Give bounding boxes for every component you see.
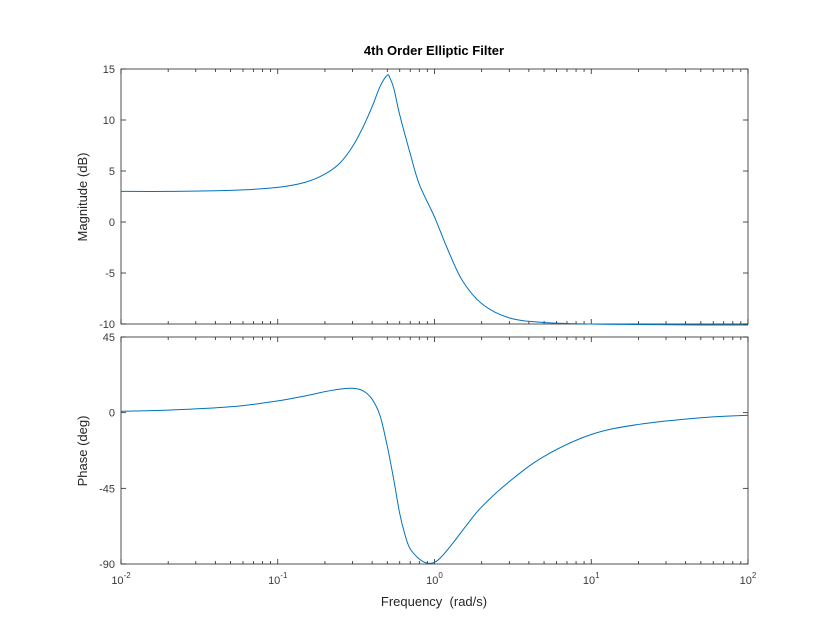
magnitude-data-point <box>399 114 400 115</box>
phase-data-point <box>387 446 388 447</box>
phase-data-point <box>638 424 639 425</box>
magnitude-data-point <box>434 216 435 217</box>
phase-y-tick-label: -90 <box>99 559 115 571</box>
chart-title: 4th Order Elliptic Filter <box>364 43 504 58</box>
magnitude-series-line <box>120 74 749 326</box>
magnitude-y-tick-label: 10 <box>103 115 115 127</box>
magnitude-data-point <box>305 182 306 183</box>
x-axis-label: Frequency (rad/s) <box>381 594 487 609</box>
phase-data-point <box>380 416 381 417</box>
phase-data-point <box>591 434 592 435</box>
magnitude-y-tick-label: 15 <box>103 64 115 76</box>
magnitude-data-point <box>419 184 420 185</box>
magnitude-data-point <box>380 86 381 87</box>
phase-data-point <box>509 481 510 482</box>
x-tick-label: 102 <box>740 571 757 587</box>
phase-data-point <box>410 548 411 549</box>
magnitude-y-tick-label: 0 <box>109 217 115 229</box>
phase-y-tick-label: -45 <box>99 483 115 495</box>
magnitude-data-point <box>387 75 388 76</box>
magnitude-data-point <box>544 322 545 323</box>
phase-data-point <box>544 456 545 457</box>
magnitude-panel: 15 10 5 0 -5 -10 <box>99 64 749 331</box>
x-tick-label-base: 10 <box>111 575 123 587</box>
phase-data-point <box>419 558 420 559</box>
phase-data-point <box>393 479 394 480</box>
magnitude-data-point <box>363 127 364 128</box>
phase-data-point <box>700 417 701 418</box>
x-tick-label-base: 10 <box>426 575 438 587</box>
phase-axes-box <box>120 336 749 565</box>
magnitude-data-point <box>340 162 341 163</box>
phase-data-point <box>434 562 435 563</box>
phase-data-point <box>230 406 231 407</box>
phase-series-line <box>120 387 749 564</box>
magnitude-data-point <box>462 280 463 281</box>
phase-data-point <box>427 563 428 564</box>
magnitude-axes-box <box>120 68 749 325</box>
magnitude-data-point <box>509 317 510 318</box>
phase-data-point <box>405 535 406 536</box>
phase-data-point <box>452 543 453 544</box>
x-tick-label-base: 10 <box>740 575 752 587</box>
magnitude-y-tick-label: -5 <box>105 268 115 280</box>
magnitude-data-point <box>389 78 390 79</box>
x-tick-label-exponent: 1 <box>595 571 600 580</box>
x-tick-label-exponent: -1 <box>280 571 288 580</box>
phase-data-point <box>363 390 364 391</box>
phase-data-point <box>305 395 306 396</box>
phase-data-point <box>277 400 278 401</box>
phase-data-point <box>399 513 400 514</box>
magnitude-data-point <box>748 325 749 326</box>
magnitude-data-point <box>352 146 353 147</box>
x-tick-label-exponent: -2 <box>124 571 132 580</box>
magnitude-y-tick-label: -10 <box>99 319 115 331</box>
phase-data-point <box>372 399 373 400</box>
magnitude-data-point <box>410 153 411 154</box>
phase-data-point <box>466 525 467 526</box>
phase-data-point <box>748 415 749 416</box>
magnitude-y-label: Magnitude (dB) <box>75 153 90 242</box>
phase-y-label: Phase (deg) <box>75 416 90 487</box>
phase-data-point <box>340 389 341 390</box>
phase-data-point <box>481 506 482 507</box>
magnitude-data-point <box>277 187 278 188</box>
phase-data-point <box>121 411 122 412</box>
x-tick-label-exponent: 2 <box>752 571 757 580</box>
magnitude-data-point <box>393 88 394 89</box>
magnitude-data-point <box>591 324 592 325</box>
magnitude-data-point <box>638 324 639 325</box>
phase-y-tick-label: 0 <box>109 408 115 420</box>
magnitude-data-point <box>168 191 169 192</box>
magnitude-data-point <box>372 106 373 107</box>
magnitude-data-point <box>446 247 447 248</box>
magnitude-data-point <box>121 191 122 192</box>
magnitude-data-point <box>324 174 325 175</box>
phase-data-point <box>352 388 353 389</box>
x-tick-label-base: 10 <box>268 575 280 587</box>
x-tick-label: 101 <box>583 571 600 587</box>
x-tick-label-base: 10 <box>583 575 595 587</box>
magnitude-data-point <box>700 325 701 326</box>
phase-data-point <box>168 410 169 411</box>
magnitude-y-tick-label: 5 <box>109 166 115 178</box>
x-tick-label: 10-2 <box>111 571 131 587</box>
phase-y-tick-label: 45 <box>103 332 115 344</box>
magnitude-data-point <box>481 303 482 304</box>
phase-data-point <box>324 391 325 392</box>
phase-data-point <box>440 557 441 558</box>
x-tick-label-exponent: 0 <box>438 571 443 580</box>
x-tick-label: 100 <box>426 571 443 587</box>
magnitude-data-point <box>230 190 231 191</box>
x-tick-label: 10-1 <box>268 571 288 587</box>
